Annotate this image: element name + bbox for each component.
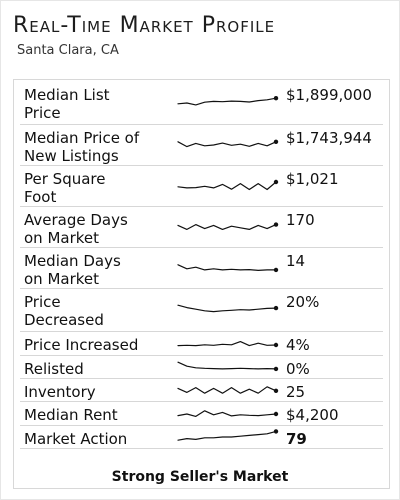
metric-label-line: on Market (24, 229, 100, 247)
page-title: Real-Time Market Profile (13, 13, 276, 38)
sparkline-path (177, 181, 277, 191)
metric-value: 0% (286, 360, 310, 378)
sparkline (177, 304, 279, 313)
metric-label-line: Price Increased (24, 336, 139, 354)
metric-row: Median Days on Market 14 (20, 248, 383, 289)
metric-value: 79 (286, 430, 307, 448)
sparkline-path (177, 304, 277, 313)
sparkline-endpoint (273, 388, 279, 393)
metric-label-line: Price (24, 293, 61, 311)
metric-label-line: Median Rent (24, 406, 118, 424)
sparkline (177, 409, 279, 417)
sparkline-path (177, 224, 277, 230)
metrics-panel: Median List Price $1,899,000 Median Price o… (13, 79, 390, 489)
metric-label-line: Average Days (24, 211, 128, 229)
metric-label: Inventory (24, 383, 96, 401)
metric-row: Market Action 79 (20, 426, 383, 449)
sparkline-path (177, 430, 277, 441)
metric-label-line: New Listings (24, 147, 119, 165)
metric-label-line: Relisted (24, 360, 84, 378)
metric-row: Relisted 0% (20, 356, 383, 379)
sparkline-endpoint (273, 429, 279, 434)
sparkline (177, 139, 279, 148)
sparkline (177, 222, 279, 230)
metric-label-line: Per Square (24, 170, 106, 188)
sparkline-path (177, 264, 277, 271)
metric-label-line: Price (24, 104, 61, 122)
sparkline-endpoint (273, 139, 279, 144)
market-status: Strong Seller's Market (111, 469, 289, 485)
sparkline-path (177, 361, 277, 370)
metric-value: 25 (286, 383, 306, 401)
sparkline (177, 340, 279, 347)
metric-value: 170 (286, 211, 315, 229)
metric-label: Price Decreased (24, 293, 104, 329)
sparkline-endpoint (273, 366, 279, 372)
metric-label: Relisted (24, 360, 84, 378)
sparkline (177, 361, 279, 372)
metric-row: Median List Price $1,899,000 (20, 82, 383, 125)
metric-label: Median Rent (24, 406, 118, 424)
sparkline-path (177, 409, 277, 417)
metric-row: Per Square Foot $1,021 (20, 166, 383, 207)
metric-value: $1,899,000 (286, 86, 372, 104)
sparkline-endpoint (273, 179, 279, 185)
metric-label-line: Median List (24, 86, 110, 104)
metric-row: Inventory 25 (20, 379, 383, 402)
metric-row: Median Rent $4,200 (20, 402, 383, 426)
sparkline (177, 386, 279, 394)
sparkline-path (177, 386, 277, 394)
metric-value: 4% (286, 336, 310, 354)
metric-row: Price Increased 4% (20, 332, 383, 356)
metric-value: $4,200 (286, 406, 339, 424)
metric-label: Per Square Foot (24, 170, 105, 206)
metric-value: $1,021 (286, 170, 339, 188)
metric-label: Median List Price (24, 86, 110, 122)
sparkline (177, 264, 279, 273)
sparkline (177, 96, 279, 106)
metric-row: Price Decreased 20% (20, 289, 383, 332)
metric-label-line: Foot (24, 188, 57, 206)
metric-label-line: Median Price of (24, 129, 140, 147)
metric-row: Average Days on Market 170 (20, 207, 383, 248)
metric-label-line: Decreased (24, 311, 104, 329)
metric-row: Median Price of New Listings $1,743,944 (20, 125, 383, 166)
sparkline-endpoint (273, 305, 279, 311)
sparkline-endpoint (273, 411, 279, 416)
sparkline (177, 179, 279, 191)
sparkline (177, 429, 279, 441)
sparkline-path (177, 141, 277, 148)
metric-label: Price Increased (24, 336, 138, 354)
metric-label-line: Market Action (24, 430, 128, 448)
sparkline-path (177, 97, 277, 106)
sparkline-endpoint (273, 96, 279, 101)
metric-label: Median Price of New Listings (24, 129, 139, 165)
metric-label-line: on Market (24, 270, 100, 288)
metric-label: Average Days on Market (24, 211, 128, 247)
metric-value: $1,743,944 (286, 129, 372, 147)
sparkline-endpoint (273, 342, 279, 347)
metric-value: 14 (286, 252, 306, 270)
sparkline-endpoint (273, 267, 279, 273)
metric-label: Median Days on Market (24, 252, 121, 288)
metric-label-line: Median Days (24, 252, 121, 270)
location-subtitle: Santa Clara, CA (17, 43, 119, 58)
metric-label: Market Action (24, 430, 127, 448)
sparkline-path (177, 340, 277, 346)
metric-value: 20% (286, 293, 320, 311)
sparkline-endpoint (273, 222, 279, 227)
metric-label-line: Inventory (24, 383, 96, 401)
